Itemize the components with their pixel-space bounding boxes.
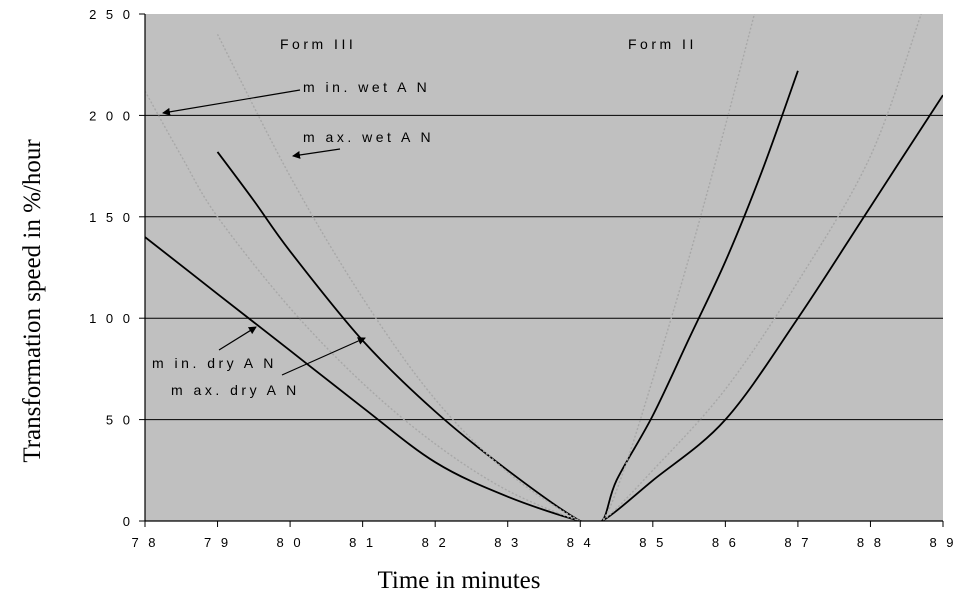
annotation-form-iii: Form III xyxy=(280,36,356,52)
series-line-2 xyxy=(216,70,799,521)
arrow-min-dry-an xyxy=(218,326,257,351)
y-tick-labels: 0 5 0 1 0 0 1 5 0 2 0 0 2 5 0 xyxy=(89,7,133,529)
x-tick-label-5: 8 3 xyxy=(494,535,521,550)
x-tick-labels: 7 8 7 9 8 0 8 1 8 2 8 3 8 4 8 5 8 6 8 7 8 8 8 9 xyxy=(131,535,954,550)
plot-area xyxy=(145,14,943,521)
arrow-max-wet-an xyxy=(292,148,341,159)
x-tick-label-1: 7 9 xyxy=(204,535,231,550)
x-tick-label-10: 8 8 xyxy=(857,535,884,550)
annotation-max-wet-an: m ax. wet A N xyxy=(303,129,434,145)
annotation-max-dry-an: m ax. dry A N xyxy=(171,382,300,398)
annotation-form-ii: Form II xyxy=(628,36,697,52)
y-tick-label-0: 0 xyxy=(123,514,133,529)
x-tick-label-0: 7 8 xyxy=(131,535,158,550)
x-tick-label-9: 8 7 xyxy=(784,535,811,550)
y-tick-label-1: 5 0 xyxy=(106,413,133,428)
annotation-min-wet-an: m in. wet A N xyxy=(303,79,430,95)
x-tick-label-6: 8 4 xyxy=(567,535,594,550)
y-tick-label-5: 2 5 0 xyxy=(89,7,133,22)
x-tick-label-11: 8 9 xyxy=(929,535,954,550)
series-line-4 xyxy=(216,14,756,521)
series-line-3 xyxy=(145,14,922,521)
arrow-max-dry-an xyxy=(281,337,366,376)
annotation-min-dry-an: m in. dry A N xyxy=(152,355,277,371)
y-axis-title: Transformation speed in %/hour xyxy=(19,139,46,463)
x-tick-label-4: 8 2 xyxy=(422,535,449,550)
x-axis-title: Time in minutes xyxy=(378,567,541,594)
series-layer xyxy=(145,14,943,521)
y-tick-label-3: 1 5 0 xyxy=(89,210,133,225)
x-tick-label-3: 8 1 xyxy=(349,535,376,550)
x-tick-label-7: 8 5 xyxy=(639,535,666,550)
gridlines xyxy=(145,114,943,421)
axes xyxy=(139,13,944,527)
y-tick-label-4: 2 0 0 xyxy=(89,108,133,123)
y-tick-label-2: 1 0 0 xyxy=(89,311,133,326)
series-line-1 xyxy=(145,94,943,521)
x-tick-label-8: 8 6 xyxy=(712,535,739,550)
x-tick-label-2: 8 0 xyxy=(277,535,304,550)
arrow-min-wet-an xyxy=(162,89,301,116)
